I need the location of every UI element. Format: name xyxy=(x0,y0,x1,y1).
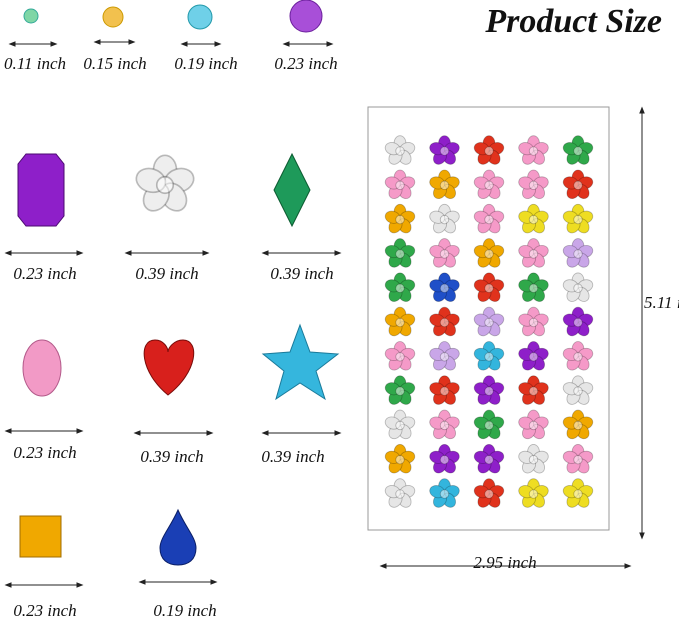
width-label: 2.95 inch xyxy=(473,553,536,572)
gem-oval xyxy=(22,339,62,397)
size-label: 0.39 inch xyxy=(135,264,198,283)
gems: 0.23 inch 0.39 inch 0.39 inch 0.23 inch … xyxy=(4,152,342,620)
size-label: 0.39 inch xyxy=(261,447,324,466)
gem xyxy=(23,8,39,24)
gem-rectangle xyxy=(17,153,65,227)
gem-rhombus xyxy=(273,152,311,228)
size-label: 0.39 inch xyxy=(270,264,333,283)
title: Product Size xyxy=(484,3,662,40)
size-label: 0.23 inch xyxy=(13,264,76,283)
gem xyxy=(102,6,124,28)
gem-star xyxy=(261,323,340,401)
size-label: 0.19 inch xyxy=(153,601,216,620)
size-label: 0.11 inch xyxy=(4,54,66,73)
size-label: 0.15 inch xyxy=(83,54,146,73)
gem xyxy=(289,0,323,33)
height-label: 5.11 inch xyxy=(644,293,679,312)
size-label: 0.23 inch xyxy=(13,601,76,620)
size-label: 0.23 inch xyxy=(13,443,76,462)
top-gems: 0.11 inch 0.15 inch 0.19 inch 0.23 inch xyxy=(4,0,338,73)
gem-flower xyxy=(132,154,198,217)
gem-teardrop xyxy=(159,508,197,566)
gem xyxy=(187,4,213,30)
size-label: 0.23 inch xyxy=(274,54,337,73)
gem-heart xyxy=(143,339,195,396)
gem-square xyxy=(19,515,62,558)
size-label: 0.19 inch xyxy=(174,54,237,73)
size-label: 0.39 inch xyxy=(140,447,203,466)
